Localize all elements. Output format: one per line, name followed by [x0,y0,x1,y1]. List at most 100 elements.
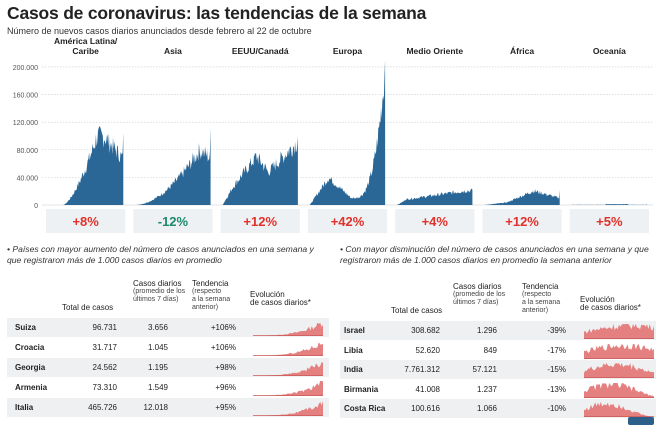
cell-total: 308.682 [411,326,440,335]
left-header-total: Total de casos [62,303,114,312]
y-tick-label: 0 [34,203,38,210]
cell-total: 31.717 [92,343,117,352]
cell-trend: +98% [215,363,236,372]
trend-value: +5% [596,214,623,229]
left-section-label: • Países con mayor aumento del número de… [7,244,314,265]
trend-value: +12% [243,214,277,229]
sparkline-area [253,342,323,356]
cell-daily: 1.195 [147,363,168,372]
cell-daily: 1.066 [476,404,497,413]
cell-total: 24.562 [92,363,117,372]
sparkline-area [584,324,654,339]
table-row: Libia 52.620 849 -17% [340,341,656,360]
region-label: Caribe [72,46,99,56]
trend-pill [46,209,126,233]
sparkline-area [253,381,323,396]
region-label: Europa [333,46,363,56]
cell-daily: 1.549 [147,383,168,392]
cell-daily: 1.045 [147,343,168,352]
area-series-5 [484,189,560,205]
cell-country: Libia [344,345,363,355]
table-row: Suiza 96.731 3.656 +106% [7,318,329,337]
sparkline [584,343,654,359]
trend-value: +4% [422,214,449,229]
y-tick-label: 160.000 [13,93,38,100]
page-subtitle: Número de nuevos casos diarios anunciado… [7,26,312,36]
sparkline-area [584,382,654,398]
table-row: Israel 308.682 1.296 -39% [340,321,656,340]
cell-daily: 3.656 [147,323,168,332]
trend-value: +12% [505,214,539,229]
sparkline [253,322,323,336]
cell-trend: +95% [215,403,236,412]
sparkline-area [253,322,323,336]
sparkline [584,382,654,398]
regional-charts: 0 40.000 80.000 120.000 160.000 200.000 Améric… [13,36,653,233]
table-row: Croacia 31.717 1.045 +106% [7,338,329,357]
area-series-0 [48,126,124,205]
cell-trend: -13% [547,384,566,394]
sparkline [584,402,654,417]
area-series-4 [397,188,473,205]
cell-trend: -10% [547,404,566,413]
trend-value: -12% [158,214,189,229]
cell-total: 41.008 [415,384,440,394]
y-tick-label: 80.000 [17,148,39,155]
trend-pill [395,209,475,233]
cell-country: Georgia [15,363,46,372]
cell-country: Birmania [344,384,379,394]
right-header-total: Total de casos [391,306,443,315]
sparkline [584,363,654,378]
sparkline-area [253,401,323,416]
cell-country: Armenia [15,383,48,392]
cell-total: 100.616 [411,404,440,413]
right-header-trend: Tendencia (respecto a la semana anterior… [522,282,561,315]
cell-total: 465.726 [88,403,117,412]
trend-pill [133,209,213,233]
trend-pill [569,209,649,233]
region-label: Oceanía [593,46,626,56]
cell-country: Suiza [15,323,36,332]
cell-daily: 12.018 [143,403,168,412]
sparkline [253,362,323,376]
table-row: Costa Rica 100.616 1.066 -10% [340,399,656,418]
region-label: África [510,46,534,56]
sparkline [253,401,323,416]
y-tick-label: 40.000 [17,175,39,182]
sparkline [253,342,323,356]
left-header-evolution: Evolución de casos diarios* [250,290,311,307]
cell-total: 73.310 [92,383,117,392]
area-series-2 [222,136,298,205]
cell-daily: 1.296 [476,326,497,335]
cell-total: 7.761.312 [404,365,440,374]
cell-country: Israel [344,326,365,335]
page-title: Casos de coronavirus: las tendencias de … [7,3,427,23]
right-header-daily: Casos diarios (promedio de los últimos 7… [453,282,506,307]
right-header-evolution: Evolución de casos diarios* [580,295,641,312]
table-row: Italia 465.726 12.018 +95% [7,398,329,417]
area-series-3 [309,60,386,205]
trend-pill [482,209,562,233]
cell-country: India [344,365,363,374]
y-tick-label: 120.000 [13,120,38,127]
cell-trend: +106% [210,343,236,352]
cell-daily: 1.237 [476,384,497,394]
sparkline-area [584,363,654,378]
right-section-label: • Con mayor disminución del número de ca… [340,244,649,265]
region-label: Asia [164,46,182,56]
left-header-trend: Tendencia (respecto a la semana anterior… [192,279,231,312]
cell-country: Italia [15,403,34,412]
sparkline [253,381,323,396]
region-label: Medio Oriente [406,46,463,56]
cell-trend: -39% [547,326,566,335]
cell-country: Costa Rica [344,404,386,413]
cell-total: 52.620 [415,345,440,355]
table-row: Armenia 73.310 1.549 +96% [7,378,329,397]
y-tick-label: 200.000 [13,65,38,72]
cell-daily: 57.121 [472,365,497,374]
left-header-daily: Casos diarios (promedio de los últimos 7… [133,279,186,304]
afp-logo [628,417,654,425]
trend-value: +42% [331,214,365,229]
cell-country: Croacia [15,343,45,352]
cell-daily: 849 [483,345,497,355]
